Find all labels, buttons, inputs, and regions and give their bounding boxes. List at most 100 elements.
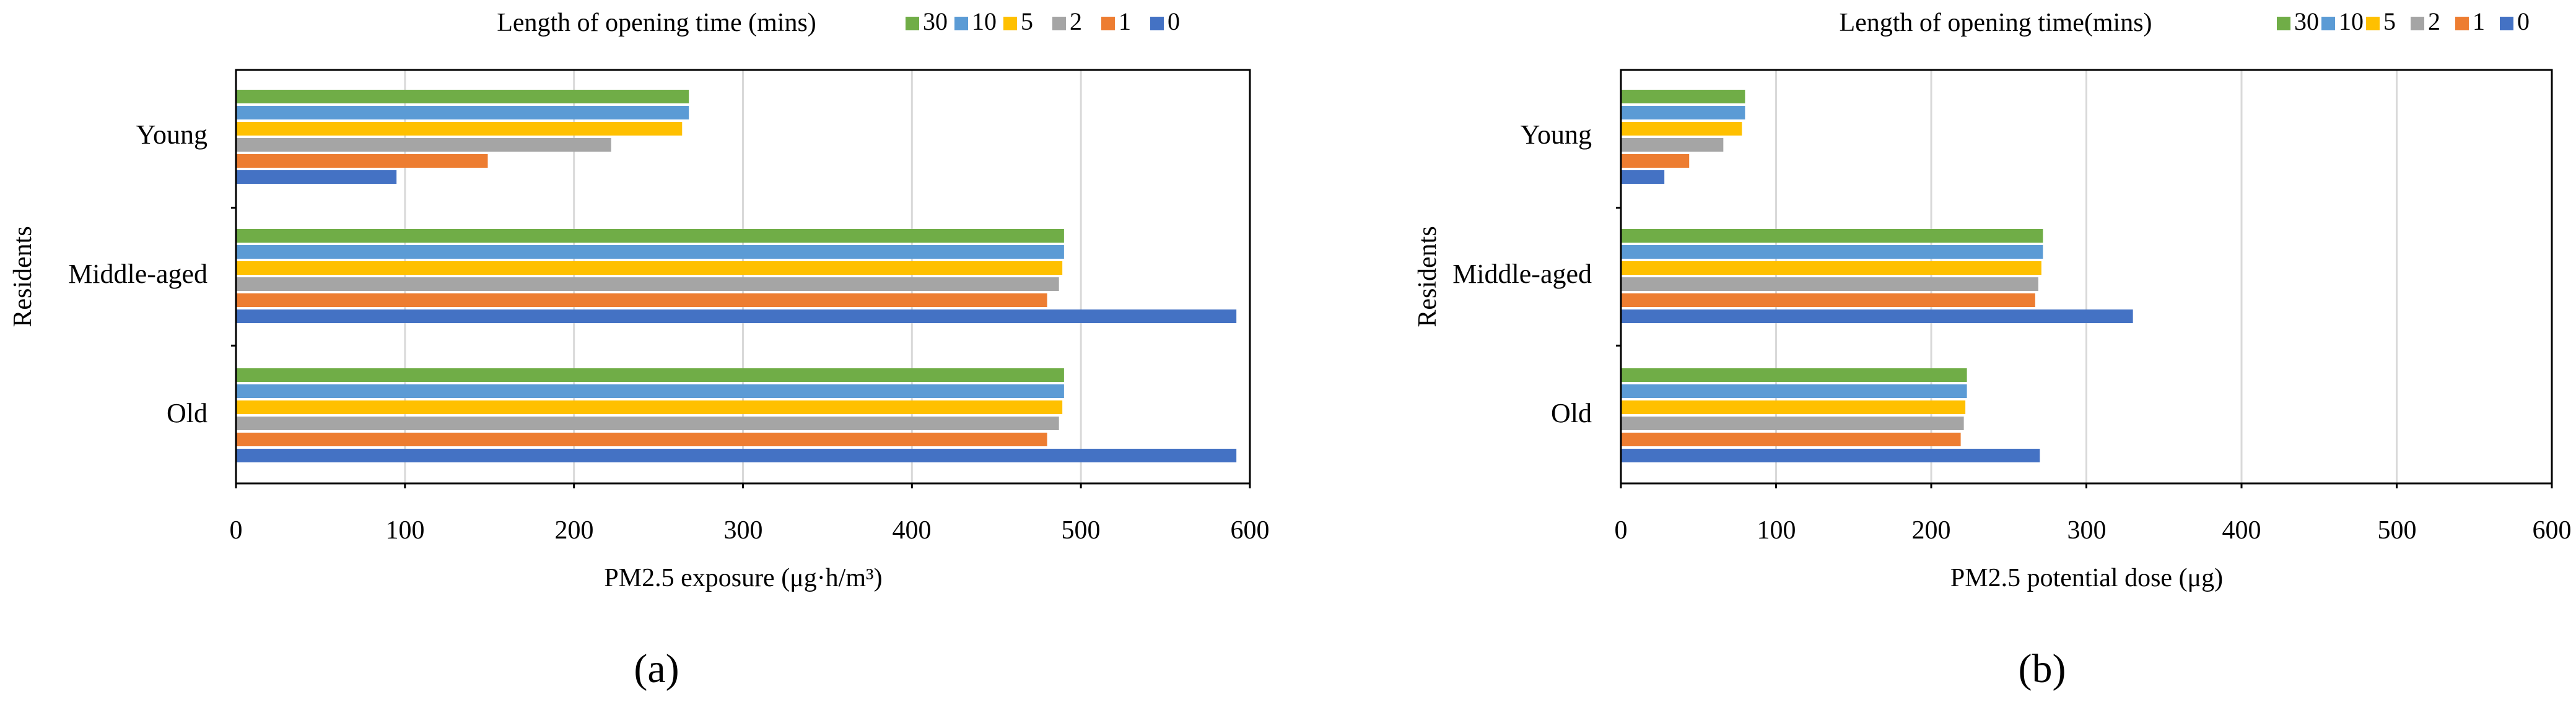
- bar-old-30min: [236, 368, 1064, 382]
- bar-young-5min: [236, 122, 683, 136]
- x-axis-label-a: PM2.5 exposure (μg·h/m³): [604, 564, 882, 592]
- x-tick-label: 300: [2067, 516, 2107, 545]
- x-tick-label: 600: [1231, 516, 1270, 545]
- legend-title-a: Length of opening time (mins): [497, 9, 816, 37]
- category-label-old-b: Old: [1551, 398, 1592, 428]
- legend-label-1: 1: [2473, 7, 2485, 35]
- legend-swatch-5: [1003, 17, 1017, 30]
- bar-young-2min: [1621, 138, 1724, 152]
- x-tick-labels-a: 0 100 200 300 400 500 600: [230, 516, 1270, 545]
- legend-swatch-2: [2411, 17, 2424, 30]
- bar-middle-aged-1min: [236, 293, 1047, 307]
- bar-young-0min: [1621, 170, 1665, 184]
- bar-young-10min: [1621, 106, 1745, 119]
- bar-middle-aged-5min: [236, 261, 1063, 275]
- legend-label-10: 10: [972, 7, 997, 35]
- bar-old-10min: [1621, 384, 1967, 398]
- bar-young-5min: [1621, 122, 1742, 136]
- y-axis-label-a: Residents: [9, 226, 37, 327]
- bar-middle-aged-0min: [1621, 309, 2133, 323]
- legend-swatch-2: [1052, 17, 1066, 30]
- legend-swatch-0: [1150, 17, 1164, 30]
- x-tick-label: 0: [230, 516, 243, 545]
- legend-swatch-5: [2366, 17, 2380, 30]
- category-label-middle-aged-b: Middle-aged: [1452, 259, 1592, 289]
- legend-swatch-30: [2277, 17, 2290, 30]
- panel-label-a: (a): [634, 646, 679, 691]
- x-tick-label: 0: [1615, 516, 1628, 545]
- bars-b: [1621, 90, 2133, 462]
- bar-old-2min: [1621, 417, 1964, 430]
- x-tick-label: 400: [893, 516, 932, 545]
- legend-label-10: 10: [2339, 7, 2364, 35]
- bar-old-5min: [236, 400, 1063, 414]
- category-label-middle-aged-a: Middle-aged: [68, 259, 207, 289]
- bar-middle-aged-2min: [236, 277, 1059, 291]
- legend-swatch-1: [2455, 17, 2469, 30]
- legend-swatch-0: [2500, 17, 2513, 30]
- bar-old-0min: [1621, 449, 2040, 462]
- gridlines-b: [1775, 70, 2398, 483]
- bar-old-2min: [236, 417, 1059, 430]
- legend-label-30: 30: [923, 7, 948, 35]
- x-tick-label: 200: [1912, 516, 1951, 545]
- y-axis-label-b: Residents: [1413, 226, 1442, 327]
- x-tick-label: 100: [1757, 516, 1796, 545]
- legend-label-30: 30: [2294, 7, 2319, 35]
- legend-swatch-10: [954, 17, 968, 30]
- bar-young-1min: [236, 154, 488, 168]
- legend-label-2: 2: [2428, 7, 2440, 35]
- legend-b: 30 10 5 2 1 0: [2277, 7, 2530, 35]
- bar-old-0min: [236, 449, 1237, 462]
- bar-middle-aged-30min: [1621, 229, 2043, 243]
- bar-young-1min: [1621, 154, 1690, 168]
- x-tick-label: 100: [386, 516, 425, 545]
- x-tick-label: 200: [555, 516, 594, 545]
- x-tick-label: 500: [2378, 516, 2417, 545]
- bar-middle-aged-30min: [236, 229, 1064, 243]
- x-tick-labels-b: 0 100 200 300 400 500 600: [1615, 516, 2572, 545]
- axis-ticks-a: [231, 207, 1251, 488]
- bar-old-30min: [1621, 368, 1967, 382]
- x-tick-label: 500: [1062, 516, 1101, 545]
- category-label-old-a: Old: [167, 398, 207, 428]
- x-tick-label: 600: [2533, 516, 2572, 545]
- bar-middle-aged-10min: [1621, 245, 2043, 259]
- axis-ticks-b: [1616, 207, 2553, 488]
- bar-middle-aged-10min: [236, 245, 1064, 259]
- bar-old-10min: [236, 384, 1064, 398]
- bar-young-10min: [236, 106, 689, 119]
- legend-swatch-1: [1101, 17, 1115, 30]
- panel-label-b: (b): [2019, 646, 2066, 691]
- legend-label-0: 0: [2517, 7, 2530, 35]
- legend-title-b: Length of opening time(mins): [1839, 9, 2152, 37]
- bar-young-30min: [236, 90, 689, 103]
- bar-middle-aged-2min: [1621, 277, 2038, 291]
- x-axis-label-b: PM2.5 potential dose (μg): [1950, 564, 2223, 592]
- legend-label-0: 0: [1168, 7, 1180, 35]
- bar-old-5min: [1621, 400, 1966, 414]
- legend-label-2: 2: [1070, 7, 1082, 35]
- legend-swatch-30: [906, 17, 919, 30]
- bar-old-1min: [236, 433, 1047, 446]
- bars-a: [236, 90, 1237, 462]
- chart-b: Length of opening time(mins) 30 10 5 2 1 0 Yo…: [1413, 7, 2572, 691]
- bar-middle-aged-5min: [1621, 261, 2041, 275]
- bar-middle-aged-1min: [1621, 293, 2035, 307]
- legend-label-5: 5: [1021, 7, 1033, 35]
- bar-old-1min: [1621, 433, 1961, 446]
- legend-label-1: 1: [1119, 7, 1131, 35]
- x-tick-label: 400: [2222, 516, 2261, 545]
- bar-young-30min: [1621, 90, 1745, 103]
- legend-a: 30 10 5 2 1 0: [906, 7, 1180, 35]
- bar-middle-aged-0min: [236, 309, 1237, 323]
- category-label-young-b: Young: [1521, 119, 1592, 150]
- bar-young-0min: [236, 170, 397, 184]
- legend-swatch-10: [2321, 17, 2335, 30]
- bar-young-2min: [236, 138, 611, 152]
- chart-a: Length of opening time (mins) 30 10 5 2 1 0 Y…: [9, 7, 1270, 691]
- x-tick-label: 300: [724, 516, 763, 545]
- legend-label-5: 5: [2383, 7, 2396, 35]
- category-label-young-a: Young: [136, 119, 207, 150]
